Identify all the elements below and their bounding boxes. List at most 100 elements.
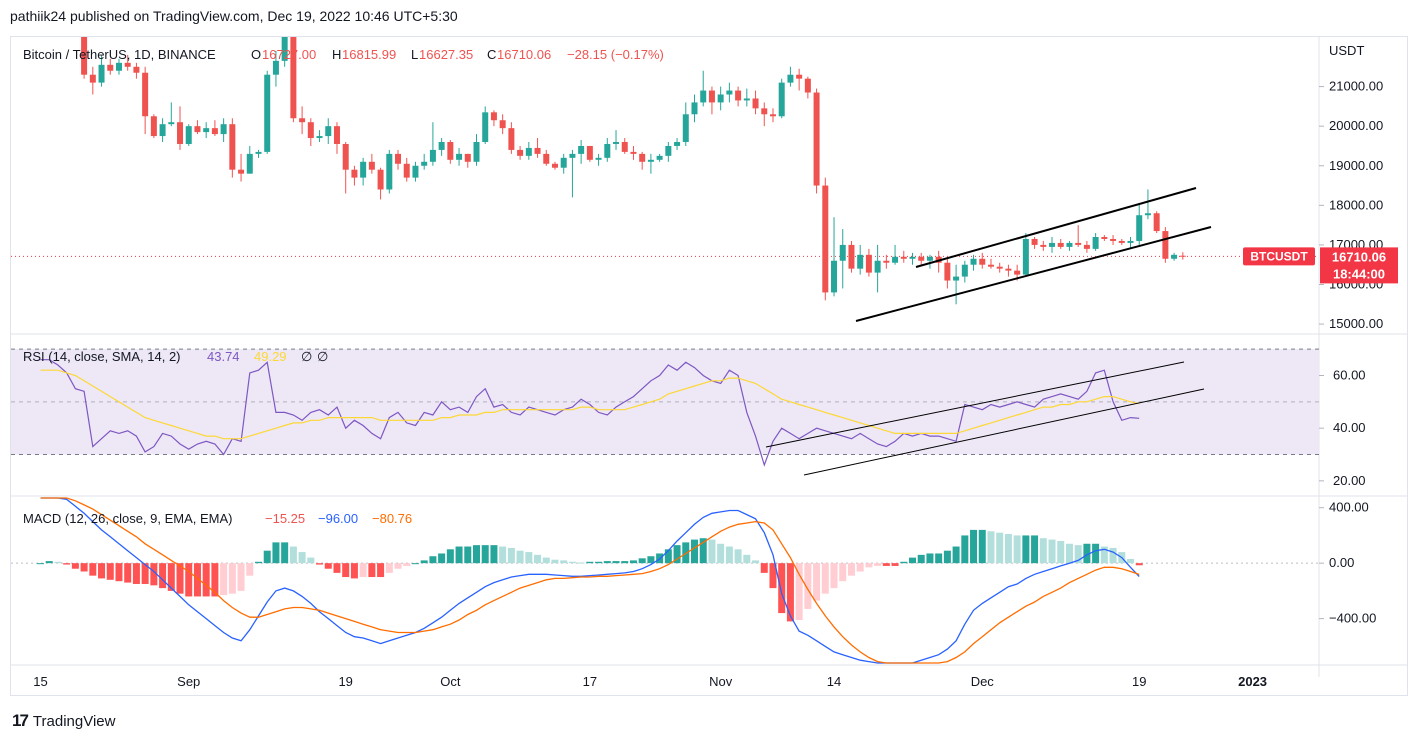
candle[interactable] xyxy=(569,149,576,198)
candle[interactable] xyxy=(185,124,192,146)
candle[interactable] xyxy=(325,118,332,144)
candle[interactable] xyxy=(220,118,227,142)
candle[interactable] xyxy=(395,149,402,170)
candle[interactable] xyxy=(1153,211,1160,234)
candle[interactable] xyxy=(639,151,646,170)
candle[interactable] xyxy=(796,68,803,91)
price-scale-ticks[interactable]: 21000.0020000.0019000.0018000.0017000.00… xyxy=(1319,79,1383,332)
candle[interactable] xyxy=(377,167,384,200)
candle[interactable] xyxy=(769,108,776,123)
candle[interactable] xyxy=(316,130,323,142)
candle[interactable] xyxy=(621,138,628,154)
time-axis-labels[interactable]: 15 Sep 19 Oct 17 Nov 14 Dec 19 2023 xyxy=(33,674,1267,689)
symbol-price-label[interactable]: BTCUSDT xyxy=(1243,247,1315,266)
candle[interactable] xyxy=(857,244,864,275)
candle[interactable] xyxy=(848,240,855,273)
candle[interactable] xyxy=(133,62,140,79)
candle[interactable] xyxy=(586,145,593,162)
candle[interactable] xyxy=(892,244,899,265)
candle[interactable] xyxy=(735,86,742,107)
candle[interactable] xyxy=(743,88,750,107)
candle[interactable] xyxy=(708,86,715,115)
author-name[interactable]: pathiik24 xyxy=(10,8,67,24)
candle[interactable] xyxy=(421,153,428,170)
candle[interactable] xyxy=(351,165,358,186)
candle[interactable] xyxy=(979,252,986,269)
candle[interactable] xyxy=(499,114,506,135)
rsi-channel-lower-trendline[interactable] xyxy=(803,388,1205,476)
candle[interactable] xyxy=(290,23,297,123)
rsi-sma-line[interactable] xyxy=(40,369,1140,440)
candle[interactable] xyxy=(726,82,733,103)
candle[interactable] xyxy=(299,106,306,135)
candle[interactable] xyxy=(490,110,497,127)
candles-layer[interactable] xyxy=(38,0,1186,305)
macd-legend-title[interactable]: MACD (12, 26, close, 9, EMA, EMA) xyxy=(23,511,233,526)
candle[interactable] xyxy=(238,153,245,182)
candle[interactable] xyxy=(508,122,515,154)
candle[interactable] xyxy=(674,138,681,150)
candle[interactable] xyxy=(246,145,253,174)
candle[interactable] xyxy=(89,66,96,95)
candle[interactable] xyxy=(787,66,794,87)
candle[interactable] xyxy=(1179,252,1186,260)
candle[interactable] xyxy=(264,70,271,154)
candle[interactable] xyxy=(203,122,210,139)
candle[interactable] xyxy=(1171,252,1178,261)
candle[interactable] xyxy=(412,161,419,182)
candle[interactable] xyxy=(159,118,166,142)
candle[interactable] xyxy=(1049,237,1056,253)
candle[interactable] xyxy=(482,106,489,144)
candle[interactable] xyxy=(987,258,994,269)
candle[interactable] xyxy=(229,118,236,178)
candle[interactable] xyxy=(473,134,480,166)
candle[interactable] xyxy=(953,264,960,305)
candle[interactable] xyxy=(613,130,620,150)
candle[interactable] xyxy=(1083,240,1090,253)
candle[interactable] xyxy=(107,58,114,75)
rsi-legend-title[interactable]: RSI (14, close, SMA, 14, 2) xyxy=(23,349,181,364)
candle[interactable] xyxy=(551,161,558,170)
candle[interactable] xyxy=(517,145,524,160)
candle[interactable] xyxy=(368,153,375,174)
candle[interactable] xyxy=(150,114,157,139)
last-price-label[interactable]: 16710.06 18:44:00 xyxy=(1320,247,1398,284)
price-channel-drawing[interactable] xyxy=(855,187,1212,322)
candle[interactable] xyxy=(194,120,201,135)
candle[interactable] xyxy=(944,258,951,289)
candle[interactable] xyxy=(360,157,367,186)
candle[interactable] xyxy=(115,58,122,75)
candle[interactable] xyxy=(761,102,768,127)
candle[interactable] xyxy=(456,147,463,166)
candle[interactable] xyxy=(438,138,445,156)
candle[interactable] xyxy=(682,102,689,146)
candle[interactable] xyxy=(386,149,393,194)
candle[interactable] xyxy=(578,140,585,164)
candle[interactable] xyxy=(464,153,471,168)
candle[interactable] xyxy=(665,142,672,162)
symbol-legend-text[interactable]: Bitcoin / TetherUS, 1D, BINANCE xyxy=(23,47,216,62)
candle[interactable] xyxy=(874,244,881,293)
candle[interactable] xyxy=(1066,240,1073,251)
candle[interactable] xyxy=(272,50,279,87)
candle[interactable] xyxy=(1118,238,1125,245)
rsi-line[interactable] xyxy=(40,359,1140,467)
candle[interactable] xyxy=(900,250,907,263)
candle[interactable] xyxy=(961,260,968,283)
macd-line[interactable] xyxy=(40,497,1140,664)
price-channel-lower-trendline[interactable] xyxy=(855,226,1212,322)
candle[interactable] xyxy=(403,157,410,182)
candle[interactable] xyxy=(970,254,977,271)
candle[interactable] xyxy=(1022,233,1029,277)
candle[interactable] xyxy=(996,262,1003,273)
candle[interactable] xyxy=(307,118,314,146)
candle[interactable] xyxy=(630,145,637,160)
chart-frame[interactable]: Bitcoin / TetherUS, 1D, BINANCE O 16727.… xyxy=(10,0,1408,696)
candle[interactable] xyxy=(1162,227,1169,263)
candle[interactable] xyxy=(822,177,829,301)
candle[interactable] xyxy=(1101,235,1108,241)
candle[interactable] xyxy=(595,153,602,166)
candle[interactable] xyxy=(909,252,916,265)
candle[interactable] xyxy=(813,88,820,194)
candle[interactable] xyxy=(1040,240,1047,251)
